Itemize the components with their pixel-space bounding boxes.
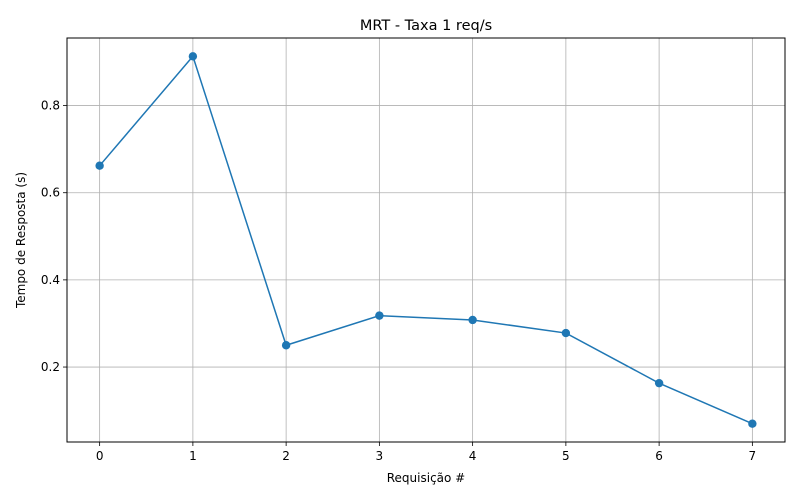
y-axis-label: Tempo de Resposta (s) — [14, 172, 28, 309]
x-tick-label: 7 — [749, 449, 757, 463]
x-tick-label: 6 — [655, 449, 663, 463]
series-line — [99, 54, 753, 425]
y-axis: 0.2 0.4 0.6 0.8 — [41, 99, 67, 374]
x-axis: 0 1 2 3 4 5 6 7 — [96, 442, 756, 463]
x-tick-label: 1 — [189, 449, 197, 463]
data-point — [468, 315, 477, 325]
data-point — [654, 378, 664, 388]
x-axis-label: Requisição # — [387, 471, 466, 485]
chart-title: MRT - Taxa 1 req/s — [360, 18, 492, 34]
x-tick-label: 5 — [562, 449, 570, 463]
x-tick-label: 3 — [376, 449, 384, 463]
grid — [67, 38, 785, 442]
data-point — [375, 311, 384, 320]
y-tick-label: 0.4 — [41, 273, 60, 287]
data-point — [561, 328, 571, 338]
y-tick-label: 0.8 — [41, 99, 60, 113]
y-tick-label: 0.2 — [41, 360, 60, 374]
data-point — [281, 341, 291, 350]
data-point — [188, 52, 198, 61]
x-tick-label: 0 — [96, 449, 104, 463]
plot-frame — [66, 37, 786, 443]
x-tick-label: 2 — [282, 449, 290, 463]
data-point — [95, 161, 104, 170]
series-group — [95, 52, 757, 428]
y-tick-label: 0.6 — [41, 186, 60, 200]
x-tick-label: 4 — [469, 449, 477, 463]
data-point — [748, 419, 757, 428]
